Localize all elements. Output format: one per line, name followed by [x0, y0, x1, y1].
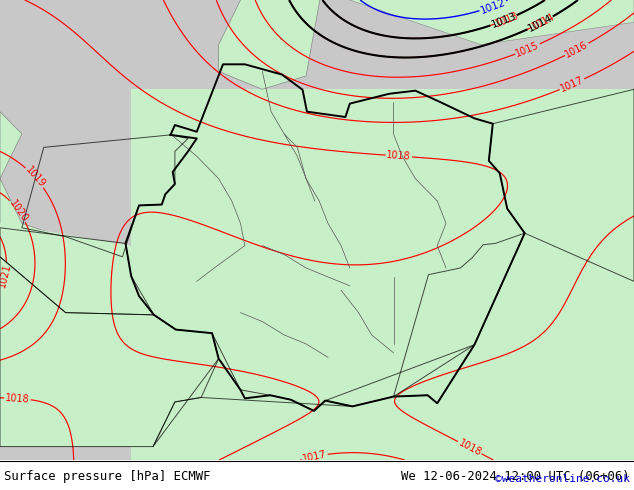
- Text: 1018: 1018: [386, 150, 411, 162]
- Text: Surface pressure [hPa] ECMWF: Surface pressure [hPa] ECMWF: [4, 470, 210, 483]
- Text: 1017: 1017: [559, 75, 585, 94]
- Text: 1019: 1019: [23, 165, 47, 190]
- Bar: [0, 0, 175, 460]
- Polygon shape: [0, 112, 109, 313]
- Text: 1016: 1016: [564, 39, 590, 60]
- Text: 1018: 1018: [456, 438, 483, 458]
- Text: 1013: 1013: [494, 10, 520, 28]
- Bar: [131, 89, 634, 460]
- Text: 1015: 1015: [514, 40, 541, 58]
- Text: 1014: 1014: [526, 13, 554, 34]
- Text: 1013: 1013: [489, 11, 518, 30]
- Polygon shape: [0, 223, 219, 446]
- Text: 1020: 1020: [7, 198, 30, 223]
- Text: ©weatheronline.co.uk: ©weatheronline.co.uk: [495, 474, 630, 484]
- Polygon shape: [328, 0, 634, 45]
- Bar: [503, 0, 634, 112]
- Text: We 12-06-2024 12:00 UTC (06+06): We 12-06-2024 12:00 UTC (06+06): [401, 470, 630, 483]
- Polygon shape: [219, 0, 328, 89]
- Text: 1018: 1018: [5, 392, 30, 404]
- Text: 1021: 1021: [0, 262, 13, 289]
- Text: 1012: 1012: [479, 0, 507, 16]
- Text: 1017: 1017: [302, 449, 328, 464]
- Bar: [175, 0, 634, 98]
- Text: 1014: 1014: [530, 11, 557, 32]
